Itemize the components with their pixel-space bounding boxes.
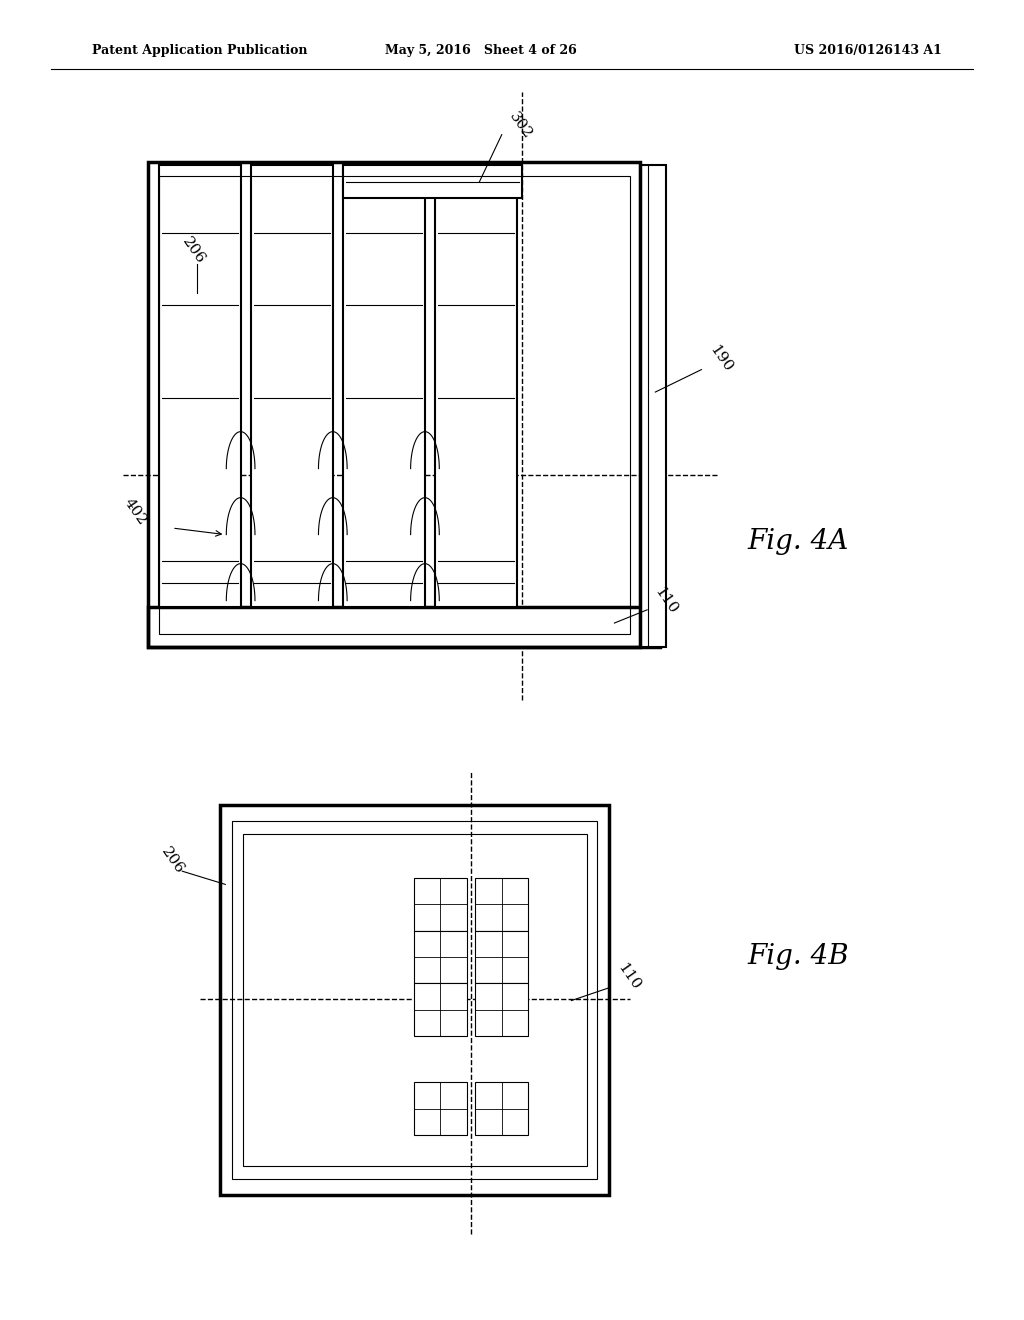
Text: 110: 110 xyxy=(614,961,643,993)
Text: US 2016/0126143 A1: US 2016/0126143 A1 xyxy=(795,44,942,57)
Bar xyxy=(640,165,666,647)
Text: 206: 206 xyxy=(159,845,187,876)
Bar xyxy=(251,165,333,607)
Bar xyxy=(435,165,517,607)
Bar xyxy=(475,878,528,931)
Text: Fig. 4A: Fig. 4A xyxy=(748,528,849,554)
Bar xyxy=(148,162,640,647)
Bar xyxy=(220,805,609,1195)
Text: May 5, 2016   Sheet 4 of 26: May 5, 2016 Sheet 4 of 26 xyxy=(385,44,578,57)
Bar xyxy=(159,165,241,607)
Bar xyxy=(343,165,425,607)
Bar xyxy=(343,165,522,198)
Text: Patent Application Publication: Patent Application Publication xyxy=(92,44,307,57)
Bar xyxy=(414,1082,467,1135)
Bar xyxy=(414,983,467,1036)
Text: 190: 190 xyxy=(707,343,735,375)
Bar xyxy=(232,821,597,1179)
Text: 302: 302 xyxy=(507,110,536,141)
Bar xyxy=(475,983,528,1036)
Bar xyxy=(414,931,467,983)
Bar xyxy=(159,176,630,634)
Text: 206: 206 xyxy=(179,235,208,267)
Bar xyxy=(243,834,587,1166)
Text: Fig. 4B: Fig. 4B xyxy=(748,944,849,970)
Bar xyxy=(148,607,660,647)
Text: 402: 402 xyxy=(121,496,150,528)
Bar xyxy=(475,931,528,983)
Bar xyxy=(414,878,467,931)
Bar xyxy=(475,1082,528,1135)
Text: 110: 110 xyxy=(651,585,680,616)
